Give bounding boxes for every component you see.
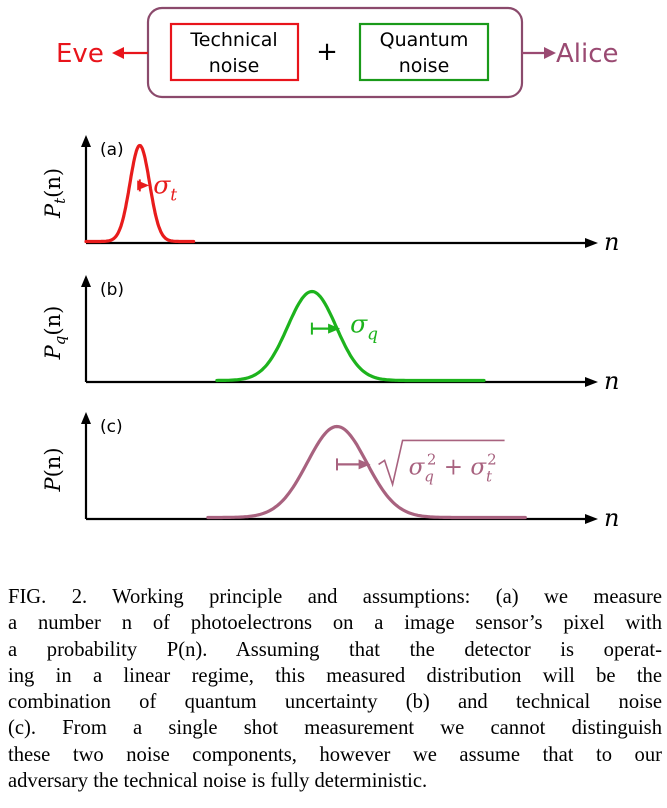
distribution-curve [206, 424, 527, 520]
figure: Technical noise + Quantum noise Eve Alic… [41, 6, 619, 532]
panel-c: n (c) P(n) σq2 + σt2 [41, 412, 619, 532]
x-axis-label: n [604, 504, 619, 532]
panel-tag: (c) [100, 417, 123, 437]
y-axis-label: P(n) [41, 447, 65, 492]
sigma-marker-arrowhead [328, 323, 341, 334]
sigma-combined-label: σq2 + σt2 [409, 450, 497, 485]
y-axis-arrowhead [81, 275, 91, 287]
y-axis-arrowhead [81, 412, 91, 424]
caption-line: a probability P(n). Assuming that the de… [8, 638, 662, 661]
y-axis-label: Pt(n) [41, 168, 69, 219]
sigma-label: σq [350, 310, 378, 345]
panel-b: n (b) Pq(n) σq [41, 275, 619, 395]
distribution-curve [84, 143, 196, 244]
caption-line: a number n of photoelectrons on a image … [8, 612, 662, 635]
eve-label: Eve [56, 39, 104, 69]
sigma-label: σt [153, 170, 177, 205]
caption-line: ing in a linear regime, this measured di… [8, 664, 662, 687]
alice-arrowhead [544, 47, 556, 59]
caption-line: (c). From a single shot measurement we c… [8, 717, 662, 740]
distribution-panels: n (a) Pt(n) σt n (b) Pq(n) σq n (c) P(n) σq2 + σt2 [41, 135, 619, 532]
panel-a: n (a) Pt(n) σt [41, 135, 619, 256]
distribution-curve [215, 289, 486, 383]
sigma-marker-arrowhead [358, 459, 371, 470]
quantum-noise-box [358, 22, 490, 82]
caption-line: FIG. 2. Working principle and assumption… [8, 586, 662, 608]
y-axis-label: Pq(n) [41, 306, 69, 361]
caption-line: these two noise components, however we a… [8, 743, 662, 766]
x-axis-label: n [604, 367, 619, 395]
noise-diagram: Technical noise + Quantum noise Eve Alic… [56, 6, 619, 99]
x-axis-arrowhead [585, 238, 598, 248]
sigma-marker-arrowhead [137, 180, 150, 191]
y-axis-arrowhead [81, 135, 91, 147]
caption-line: combination of quantum uncertainty (b) a… [8, 691, 662, 714]
eve-arrowhead [112, 47, 124, 59]
sqrt-sign [378, 439, 505, 488]
x-axis-arrowhead [585, 377, 598, 387]
x-axis-arrowhead [585, 514, 598, 524]
caption-line: adversary the technical noise is fully d… [8, 770, 428, 793]
plus-sign: + [316, 37, 338, 67]
technical-noise-box [169, 22, 300, 82]
panel-tag: (a) [100, 140, 124, 160]
panel-tag: (b) [100, 280, 124, 300]
alice-label: Alice [556, 39, 619, 69]
figure-caption: FIG. 2. Working principle and assumption… [8, 584, 662, 794]
x-axis-label: n [604, 228, 619, 256]
quantum-noise-label-line1: Quantum [380, 29, 469, 51]
technical-noise-label-line2: noise [209, 55, 260, 77]
technical-noise-label-line1: Technical [189, 29, 277, 51]
quantum-noise-label-line2: noise [399, 55, 450, 77]
